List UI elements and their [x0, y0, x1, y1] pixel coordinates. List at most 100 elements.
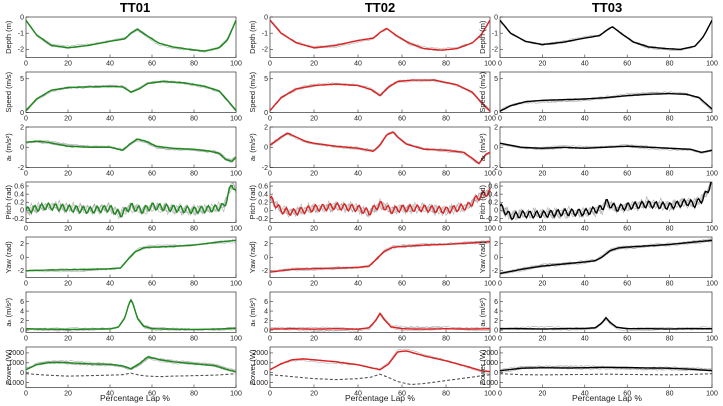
x-tick-label: 0 [268, 281, 272, 288]
x-tick-label: 20 [539, 61, 547, 68]
y-tick-label: -2 [18, 268, 24, 275]
x-tick-label: 40 [354, 116, 362, 123]
x-tick-label: 80 [190, 391, 198, 398]
x-tick-label: 100 [230, 171, 242, 178]
x-tick-label: 20 [539, 226, 547, 233]
x-tick-label: 0 [268, 226, 272, 233]
y-axis-label: Pitch (rad) [248, 184, 257, 219]
x-tick-label: 60 [623, 61, 631, 68]
y-tick-label: -1 [18, 31, 24, 38]
x-tick-label: 20 [64, 226, 72, 233]
panel-frame [269, 16, 491, 58]
x-tick-label: 100 [706, 226, 718, 233]
series-group [500, 316, 712, 332]
series-group [26, 182, 236, 220]
y-tick-label: -1000 [6, 380, 24, 387]
y-tick-label: 0 [494, 327, 498, 334]
x-tick-label: 100 [706, 281, 718, 288]
x-tick-label: 0 [24, 226, 28, 233]
x-tick-label: 60 [398, 281, 406, 288]
y-axis-label: aₙ (m/s²) [248, 297, 257, 326]
x-tick-label: 80 [442, 281, 450, 288]
x-tick-label: 0 [498, 226, 502, 233]
x-tick-label: 100 [230, 336, 242, 343]
y-tick-label: 0 [494, 208, 498, 215]
mean-trace [500, 316, 712, 330]
series-group [26, 79, 236, 112]
x-tick-label: 60 [148, 281, 156, 288]
power-negative-trace [26, 372, 236, 378]
x-tick-label: 60 [148, 391, 156, 398]
x-tick-label: 0 [268, 116, 272, 123]
x-tick-label: 80 [666, 226, 674, 233]
y-tick-label: -1 [492, 31, 498, 38]
x-tick-label: 40 [581, 61, 589, 68]
mean-trace [270, 312, 490, 330]
y-tick-label: 2 [20, 318, 24, 325]
y-tick-label: 0 [264, 255, 268, 262]
x-tick-label: 60 [398, 391, 406, 398]
y-tick-label: 1000 [482, 360, 498, 367]
mean-trace [26, 239, 236, 272]
y-axis-label: aₜ (m/s²) [248, 133, 257, 162]
y-axis-label: Power (W) [4, 349, 13, 385]
x-tick-label: 80 [442, 116, 450, 123]
panel-frame [269, 126, 491, 168]
panel-tt01-speed: 0 5 0 20 40 60 80 100 Speed (m/s) [4, 71, 242, 122]
column-titles: TT01 TT02 TT03 [120, 0, 622, 15]
y-tick-label: -2 [262, 268, 268, 275]
y-tick-label: -2 [492, 165, 498, 172]
y-tick-label: 0 [20, 370, 24, 377]
x-tick-label: 40 [106, 336, 114, 343]
y-tick-label: 0 [494, 370, 498, 377]
y-axis-label: Speed (m/s) [4, 71, 13, 112]
x-tick-label: 40 [106, 171, 114, 178]
x-tick-label: 60 [623, 116, 631, 123]
y-tick-label: 0 [20, 255, 24, 262]
y-tick-label: 0.2 [258, 200, 268, 207]
x-tick-label: 60 [148, 61, 156, 68]
mean-trace [26, 298, 236, 331]
y-tick-label: 2 [264, 318, 268, 325]
y-axis-label: Power (W) [478, 349, 487, 385]
mean-trace [26, 80, 236, 111]
y-axis-label: aₙ (m/s²) [4, 297, 13, 326]
y-tick-label: 6 [494, 299, 498, 306]
x-tick-label: 100 [484, 116, 496, 123]
x-tick-label: 40 [106, 116, 114, 123]
x-tick-label: 20 [64, 336, 72, 343]
y-tick-label: -0.2 [486, 216, 498, 223]
series-group [270, 240, 490, 273]
x-tick-label: 0 [24, 391, 28, 398]
y-tick-label: 0 [264, 110, 268, 117]
x-tick-label: 0 [498, 336, 502, 343]
y-tick-label: 0 [494, 14, 498, 21]
x-tick-label: 0 [498, 116, 502, 123]
y-tick-label: 0 [264, 145, 268, 152]
panel-frame [499, 71, 713, 113]
panel-frame [25, 126, 237, 168]
x-tick-label: 20 [310, 226, 318, 233]
y-tick-label: 0 [20, 145, 24, 152]
x-tick-label: 80 [442, 171, 450, 178]
x-tick-label: 40 [354, 226, 362, 233]
x-tick-label: 100 [230, 281, 242, 288]
x-tick-label: 80 [666, 116, 674, 123]
y-axis-label: Depth (m) [4, 20, 13, 54]
y-tick-label: -1 [262, 31, 268, 38]
x-tick-label: 40 [106, 226, 114, 233]
y-tick-label: 4 [494, 308, 498, 315]
y-tick-label: 2 [264, 241, 268, 248]
x-tick-label: 80 [666, 281, 674, 288]
x-tick-label: 20 [310, 171, 318, 178]
y-tick-label: 0.6 [14, 183, 24, 190]
y-axis-label: aₙ (m/s²) [478, 297, 487, 326]
x-tick-label: 100 [706, 336, 718, 343]
mean-trace [500, 142, 712, 154]
x-tick-label: 60 [148, 171, 156, 178]
mean-trace [270, 131, 490, 165]
